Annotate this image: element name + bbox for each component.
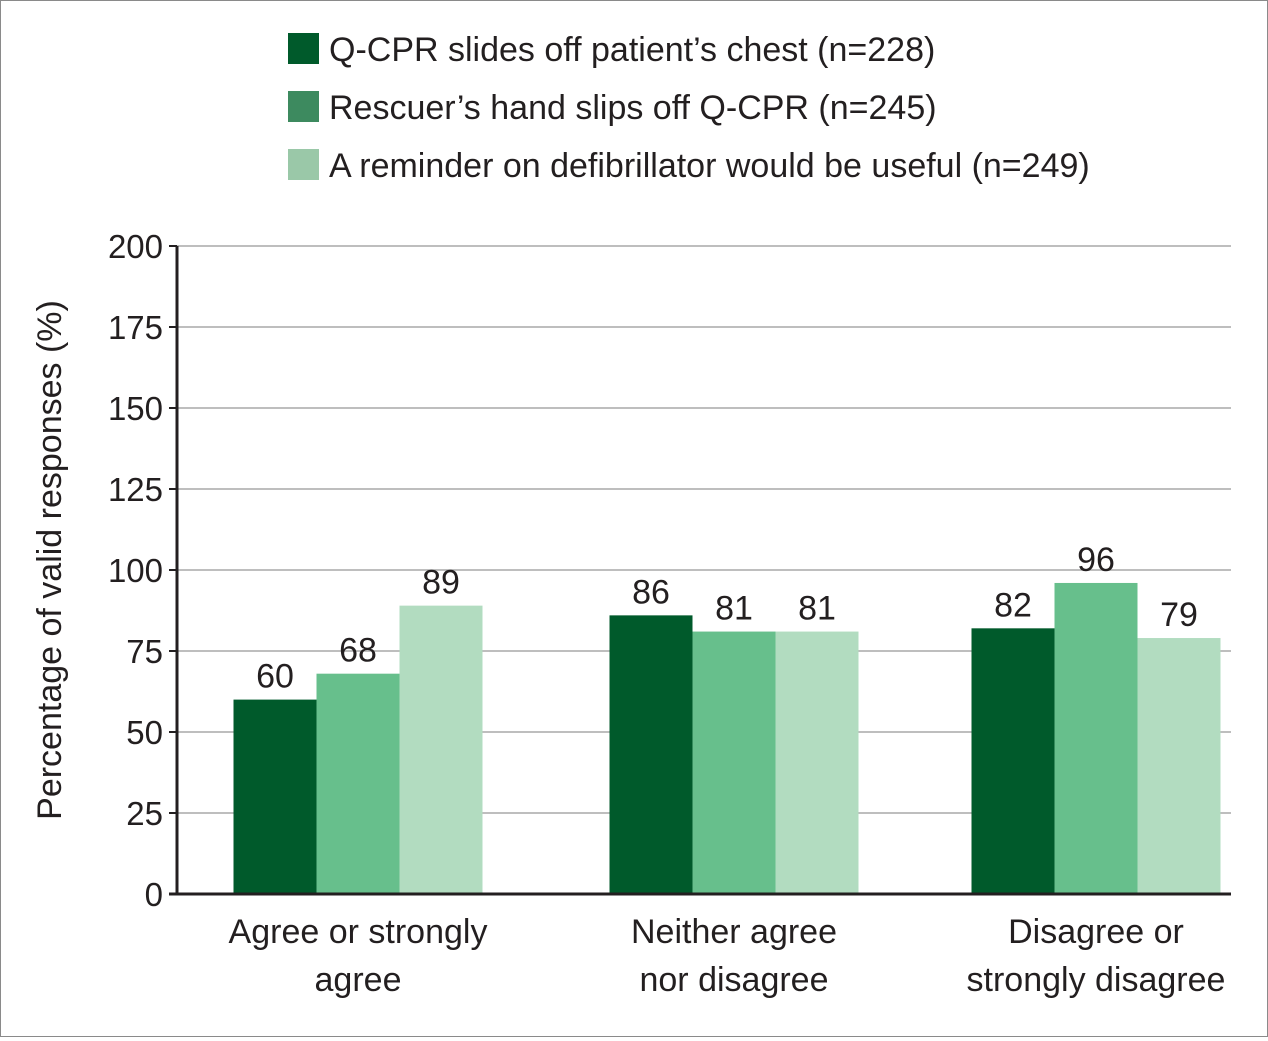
x-category-label-3-line-1: Disagree or [1008, 913, 1184, 951]
bars [233, 582, 1221, 894]
bar-1-3 [971, 628, 1055, 894]
y-tick-label: 150 [108, 390, 163, 427]
data-labels: 60 68 89 86 81 81 82 96 79 [256, 541, 1198, 696]
legend-swatch-1 [288, 33, 319, 64]
bar-2-2 [692, 631, 776, 894]
data-label-3-2: 81 [798, 590, 836, 628]
x-category-label-1-line-1: Agree or strongly [229, 913, 488, 951]
y-tick-label: 100 [108, 552, 163, 589]
data-label-1-2: 86 [632, 573, 670, 611]
y-axis-label: Percentage of valid responses (%) [31, 300, 69, 820]
data-label-1-3: 82 [994, 586, 1032, 624]
y-tick-label: 200 [108, 228, 163, 265]
x-category-label-2-line-2: nor disagree [639, 961, 828, 999]
data-label-1-1: 60 [256, 658, 294, 696]
y-tick-label: 75 [126, 633, 163, 670]
bar-1-1 [233, 699, 317, 894]
x-category-label-3-line-2: strongly disagree [967, 961, 1226, 999]
y-tick-label: 50 [126, 714, 163, 751]
data-label-2-2: 81 [715, 590, 753, 628]
data-label-2-3: 96 [1077, 541, 1115, 579]
x-category-labels: Agree or strongly agree Neither agree nor d… [229, 913, 1226, 999]
axes [169, 245, 1231, 896]
y-tick-label: 125 [108, 471, 163, 508]
y-tick-label: 0 [145, 876, 163, 913]
bar-2-1 [316, 673, 400, 894]
data-label-2-1: 68 [339, 632, 377, 670]
data-label-3-3: 79 [1160, 596, 1198, 634]
y-tick-label: 175 [108, 309, 163, 346]
legend-swatch-2 [288, 91, 319, 122]
bar-1-2 [609, 615, 693, 894]
x-category-label-2-line-1: Neither agree [631, 913, 837, 951]
x-category-label-1-line-2: agree [315, 961, 402, 999]
legend-swatch-3 [288, 149, 319, 180]
legend-label-1: Q-CPR slides off patient’s chest (n=228) [329, 31, 935, 69]
y-tick-label: 25 [126, 795, 163, 832]
bar-3-3 [1137, 638, 1221, 894]
bar-2-3 [1054, 582, 1138, 894]
data-label-3-1: 89 [422, 564, 460, 602]
bar-3-1 [399, 605, 483, 894]
legend-label-3: A reminder on defibrillator would be use… [329, 147, 1090, 185]
y-tick-labels: 0 25 50 75 100 125 150 175 200 [108, 228, 163, 913]
legend: Q-CPR slides off patient’s chest (n=228)… [288, 31, 1090, 185]
bar-3-2 [775, 631, 859, 894]
legend-label-2: Rescuer’s hand slips off Q-CPR (n=245) [329, 89, 937, 127]
